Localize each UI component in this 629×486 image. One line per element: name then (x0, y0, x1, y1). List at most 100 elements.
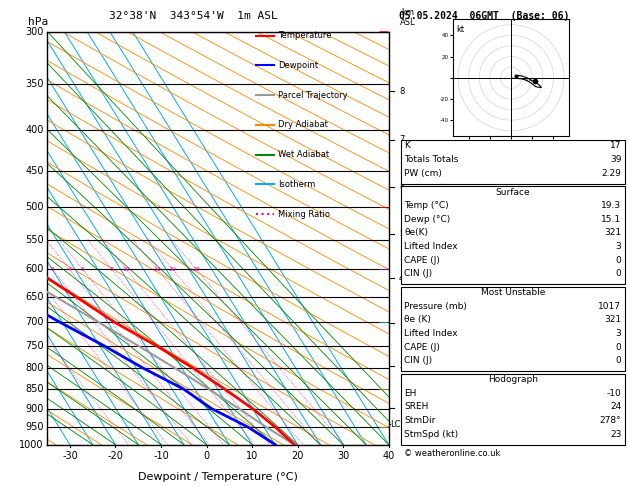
Text: 8: 8 (399, 87, 404, 96)
Text: -20: -20 (108, 451, 123, 461)
Text: 2.29: 2.29 (601, 169, 621, 178)
Text: 1: 1 (399, 404, 404, 413)
Text: 6: 6 (399, 183, 404, 191)
Text: —: — (379, 202, 389, 212)
Text: -30: -30 (62, 451, 78, 461)
Text: CAPE (J): CAPE (J) (404, 343, 440, 352)
Text: -10: -10 (607, 389, 621, 398)
Text: CIN (J): CIN (J) (404, 356, 433, 365)
Text: 32°38'N  343°54'W  1m ASL: 32°38'N 343°54'W 1m ASL (109, 11, 277, 21)
Text: 600: 600 (25, 264, 44, 275)
Text: 2: 2 (399, 362, 404, 370)
Text: 7: 7 (399, 135, 404, 144)
Text: —: — (379, 264, 389, 275)
Text: 550: 550 (25, 235, 44, 244)
Text: —: — (379, 422, 389, 432)
Text: 39: 39 (610, 155, 621, 164)
Text: 700: 700 (25, 317, 44, 327)
Text: 15.1: 15.1 (601, 215, 621, 224)
Text: 1017: 1017 (598, 302, 621, 311)
Text: Totals Totals: Totals Totals (404, 155, 459, 164)
Text: 300: 300 (25, 27, 44, 36)
Text: 350: 350 (25, 80, 44, 89)
Text: 0: 0 (616, 343, 621, 352)
Text: 16: 16 (153, 267, 161, 272)
Text: Parcel Trajectory: Parcel Trajectory (278, 91, 347, 100)
Text: km
ASL: km ASL (399, 8, 415, 27)
Text: 3: 3 (399, 318, 404, 327)
Text: K: K (404, 141, 410, 151)
Text: 20: 20 (169, 267, 177, 272)
Text: 20: 20 (291, 451, 304, 461)
Text: 400: 400 (25, 125, 44, 135)
Text: 450: 450 (25, 166, 44, 176)
Text: Surface: Surface (496, 188, 530, 197)
Text: LCL: LCL (391, 420, 406, 429)
Text: Lifted Index: Lifted Index (404, 329, 458, 338)
Text: 321: 321 (604, 315, 621, 325)
Text: Dewpoint: Dewpoint (278, 61, 318, 70)
Text: Most Unstable: Most Unstable (481, 288, 545, 297)
Text: CIN (J): CIN (J) (404, 269, 433, 278)
Text: 8: 8 (110, 267, 114, 272)
Text: Temperature: Temperature (278, 31, 331, 40)
Text: 0: 0 (616, 356, 621, 365)
Text: StmDir: StmDir (404, 416, 436, 425)
Text: 23: 23 (610, 430, 621, 439)
Text: 0: 0 (616, 269, 621, 278)
Text: —: — (379, 27, 389, 36)
Text: Isotherm: Isotherm (278, 180, 315, 189)
Text: 30: 30 (337, 451, 349, 461)
Text: 17: 17 (610, 141, 621, 151)
Text: 750: 750 (25, 341, 44, 351)
Text: 3: 3 (616, 242, 621, 251)
Text: 10: 10 (246, 451, 259, 461)
Text: 5: 5 (399, 229, 404, 239)
Text: 950: 950 (25, 422, 44, 432)
Text: 3: 3 (50, 267, 55, 272)
Text: 10: 10 (123, 267, 130, 272)
Text: Lifted Index: Lifted Index (404, 242, 458, 251)
Text: 24: 24 (610, 402, 621, 412)
Text: 900: 900 (25, 403, 44, 414)
Text: Wet Adiabat: Wet Adiabat (278, 150, 329, 159)
Text: Dewpoint / Temperature (°C): Dewpoint / Temperature (°C) (138, 471, 298, 482)
Text: 19.3: 19.3 (601, 201, 621, 210)
Text: Dry Adiabat: Dry Adiabat (278, 121, 328, 129)
Text: —: — (379, 317, 389, 327)
Text: 850: 850 (25, 384, 44, 394)
Text: 500: 500 (25, 202, 44, 212)
Text: kt: kt (456, 25, 464, 34)
Text: © weatheronline.co.uk: © weatheronline.co.uk (404, 449, 501, 458)
Text: θe(K): θe(K) (404, 228, 428, 238)
Text: 321: 321 (604, 228, 621, 238)
Text: 1000: 1000 (19, 440, 44, 450)
Text: 4: 4 (67, 267, 71, 272)
Text: —: — (379, 384, 389, 394)
Text: 0: 0 (616, 256, 621, 265)
Text: Mixing Ratio: Mixing Ratio (278, 209, 330, 219)
Text: -10: -10 (153, 451, 169, 461)
Text: StmSpd (kt): StmSpd (kt) (404, 430, 459, 439)
Text: 28: 28 (192, 267, 201, 272)
Text: 278°: 278° (600, 416, 621, 425)
Text: θe (K): θe (K) (404, 315, 431, 325)
Text: PW (cm): PW (cm) (404, 169, 442, 178)
Text: 40: 40 (382, 451, 395, 461)
Text: 650: 650 (25, 292, 44, 302)
Text: Pressure (mb): Pressure (mb) (404, 302, 467, 311)
Text: 3: 3 (616, 329, 621, 338)
Text: 05.05.2024  06GMT  (Base: 06): 05.05.2024 06GMT (Base: 06) (399, 11, 570, 21)
Text: SREH: SREH (404, 402, 429, 412)
Text: 800: 800 (25, 363, 44, 373)
Text: Hodograph: Hodograph (488, 375, 538, 384)
Text: EH: EH (404, 389, 417, 398)
Text: Temp (°C): Temp (°C) (404, 201, 449, 210)
Text: Dewp (°C): Dewp (°C) (404, 215, 451, 224)
Text: Mixing Ratio (g/kg): Mixing Ratio (g/kg) (420, 198, 428, 278)
Text: CAPE (J): CAPE (J) (404, 256, 440, 265)
Text: 0: 0 (204, 451, 209, 461)
Text: 4: 4 (399, 274, 404, 283)
Text: 5: 5 (81, 267, 85, 272)
Text: hPa: hPa (28, 17, 48, 27)
